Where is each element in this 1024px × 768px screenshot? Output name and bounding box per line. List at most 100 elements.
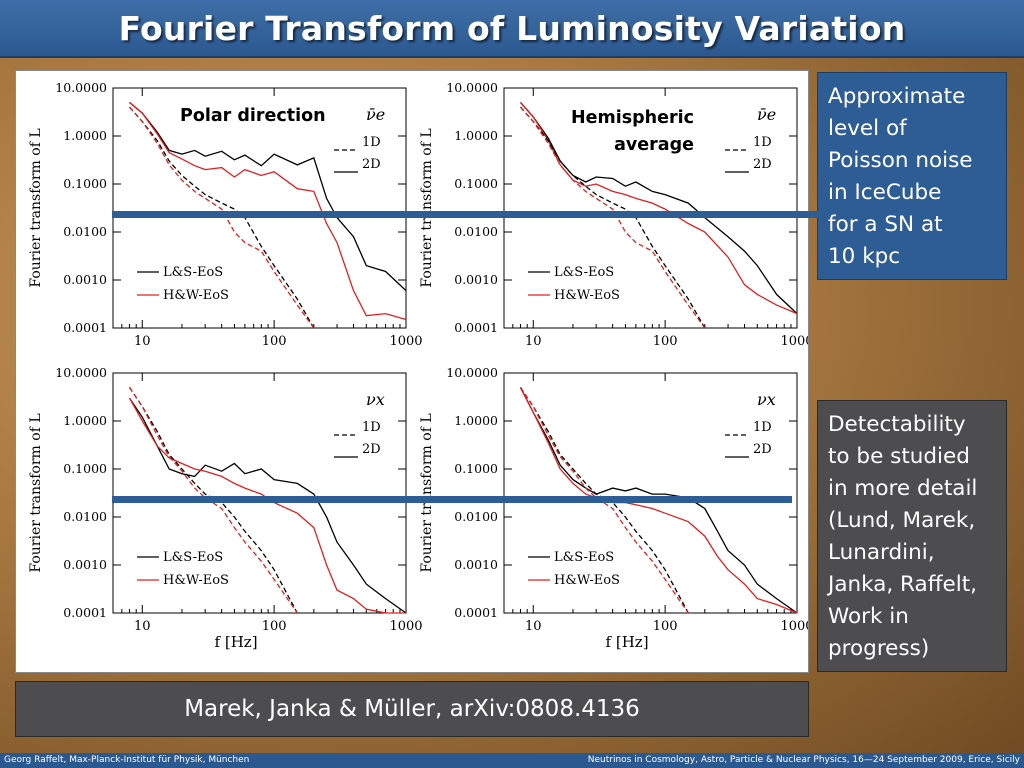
y-tick-label: 10.0000 xyxy=(55,80,107,95)
legend-1d-label: 1D xyxy=(362,420,381,435)
polar-direction-label: Polar direction xyxy=(180,106,326,126)
y-tick-label: 0.0001 xyxy=(454,605,498,620)
footer: Georg Raffelt, Max-Planck-Institut für P… xyxy=(0,753,1024,768)
legend-ls-label: L&S-EoS xyxy=(163,550,223,565)
series-line-1D-hweos xyxy=(520,106,706,329)
y-tick-label: 0.0001 xyxy=(454,320,498,335)
flavor-label: ν̄e xyxy=(366,105,385,124)
series-line-1D-lseos xyxy=(519,387,689,614)
chart-panel-4: 10.0000 1.0000 0.1000 0.0100 0.0010 0.0001 10 1… xyxy=(419,365,808,651)
poisson-level-line-bottom xyxy=(112,496,792,503)
figure-panel: 10.0000 1.0000 0.1000 0.0100 0.0010 0.0001 10 1… xyxy=(15,70,809,673)
x-axis-label: f [Hz] xyxy=(606,633,649,651)
series-line-2D-hweos xyxy=(520,101,798,315)
y-tick-label: 10.0000 xyxy=(55,365,107,380)
y-tick-label: 0.1000 xyxy=(63,176,107,191)
y-tick-label: 0.0100 xyxy=(454,509,498,524)
series-line-1D-hweos xyxy=(128,387,298,614)
x-tick-label: 10 xyxy=(134,334,151,349)
x-tick-label: 100 xyxy=(262,619,287,634)
y-axis-label: Fourier transform of L xyxy=(419,413,435,572)
detect-note-line: in more detail xyxy=(828,476,978,501)
y-tick-label: 0.0010 xyxy=(454,272,498,287)
y-tick-label: 1.0000 xyxy=(454,413,498,428)
flavor-label: ν̄e xyxy=(757,105,776,124)
poisson-note-line: level of xyxy=(828,116,907,141)
series-line-1D-hweos xyxy=(519,387,689,614)
poisson-note-line: Approximate xyxy=(828,84,966,109)
x-tick-label: 100 xyxy=(653,619,678,634)
x-tick-label: 10 xyxy=(525,619,542,634)
legend-hw-label: H&W-EoS xyxy=(163,288,229,303)
legend-2d-label: 2D xyxy=(753,157,772,172)
x-tick-label: 100 xyxy=(653,334,678,349)
poisson-note-line: in IceCube xyxy=(828,180,942,205)
flavor-label: νx xyxy=(757,390,776,409)
y-tick-label: 0.0100 xyxy=(454,224,498,239)
y-tick-label: 0.1000 xyxy=(63,461,107,476)
y-tick-label: 0.1000 xyxy=(454,176,498,191)
footer-author: Georg Raffelt, Max-Planck-Institut für P… xyxy=(4,755,250,765)
detect-note-line: Janka, Raffelt, xyxy=(828,572,977,597)
legend-ls-label: L&S-EoS xyxy=(554,265,614,280)
detectability-note: Detectability to be studied in more deta… xyxy=(817,400,1007,672)
hemispheric-label-line1: Hemispheric xyxy=(571,108,694,128)
poisson-note-line: for a SN at xyxy=(828,212,943,237)
legend-ls-label: L&S-EoS xyxy=(163,265,223,280)
x-tick-label: 1000 xyxy=(780,334,808,349)
hemispheric-label-line2: average xyxy=(614,135,694,155)
plot-frame xyxy=(503,87,798,329)
flavor-label: νx xyxy=(366,390,385,409)
x-tick-label: 10 xyxy=(134,619,151,634)
x-tick-label: 1000 xyxy=(389,619,422,634)
legend-hw-label: H&W-EoS xyxy=(554,288,620,303)
x-tick-label: 100 xyxy=(262,334,287,349)
plot-frame xyxy=(112,87,407,329)
y-axis-label: Fourier transform of L xyxy=(28,128,44,287)
series-line-2D-lseos xyxy=(129,101,407,292)
series-line-1D-hweos xyxy=(129,106,315,329)
chart-panel-3: 10.0000 1.0000 0.1000 0.0100 0.0010 0.0001 10 1… xyxy=(28,365,423,651)
y-tick-label: 0.1000 xyxy=(454,461,498,476)
y-tick-label: 0.0001 xyxy=(63,320,107,335)
legend-hw-label: H&W-EoS xyxy=(163,573,229,588)
poisson-note-line: Poisson noise xyxy=(828,148,973,173)
detect-note-line: Lunardini, xyxy=(828,540,935,565)
footer-conference: Neutrinos in Cosmology, Astro, Particle … xyxy=(587,755,1020,765)
series-line-2D-hweos xyxy=(129,101,407,321)
series-line-2D-lseos xyxy=(128,397,407,614)
legend-1d-label: 1D xyxy=(753,420,772,435)
y-tick-label: 0.0100 xyxy=(63,224,107,239)
legend-1d-label: 1D xyxy=(362,135,381,150)
slide-title: Fourier Transform of Luminosity Variatio… xyxy=(118,8,906,48)
series-line-2D-lseos xyxy=(519,387,798,614)
detect-note-line: Work in xyxy=(828,604,909,629)
poisson-note: Approximate level of Poisson noise in Ic… xyxy=(817,72,1007,280)
legend-1d-label: 1D xyxy=(753,135,772,150)
poisson-note-line: 10 kpc xyxy=(828,244,901,269)
series-line-2D-hweos xyxy=(519,387,798,614)
plot-frame xyxy=(112,372,407,614)
legend-ls-label: L&S-EoS xyxy=(554,550,614,565)
detect-note-line: progress) xyxy=(828,636,930,661)
plot-frame xyxy=(503,372,798,614)
y-tick-label: 0.0010 xyxy=(63,557,107,572)
series-line-1D-lseos xyxy=(128,387,298,614)
legend-2d-label: 2D xyxy=(362,442,381,457)
x-axis-label: f [Hz] xyxy=(215,633,258,651)
detect-note-line: Detectability xyxy=(828,412,966,437)
y-axis-label: Fourier transform of L xyxy=(419,128,435,287)
y-tick-label: 1.0000 xyxy=(63,128,107,143)
y-tick-label: 10.0000 xyxy=(446,80,498,95)
legend-hw-label: H&W-EoS xyxy=(554,573,620,588)
x-tick-label: 10 xyxy=(525,334,542,349)
figure-svg: 10.0000 1.0000 0.1000 0.0100 0.0010 0.0001 10 1… xyxy=(28,80,808,651)
reference-text: Marek, Janka & Müller, arXiv:0808.4136 xyxy=(184,696,640,722)
legend-2d-label: 2D xyxy=(753,442,772,457)
poisson-level-line-top xyxy=(112,211,820,218)
y-tick-label: 0.0100 xyxy=(63,509,107,524)
detect-note-line: (Lund, Marek, xyxy=(828,508,976,533)
y-tick-label: 0.0010 xyxy=(454,557,498,572)
y-tick-label: 0.0010 xyxy=(63,272,107,287)
reference-box: Marek, Janka & Müller, arXiv:0808.4136 xyxy=(15,681,809,737)
